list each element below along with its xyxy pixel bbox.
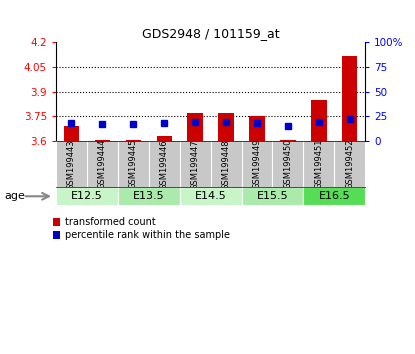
Bar	[218, 113, 234, 141]
Text: GSM199449: GSM199449	[252, 139, 261, 189]
Bar	[126, 139, 141, 141]
Bar	[311, 100, 327, 141]
Bar	[56, 187, 118, 205]
Text: age: age	[4, 191, 25, 201]
Text: GSM199448: GSM199448	[222, 139, 231, 189]
Text: E15.5: E15.5	[256, 191, 288, 201]
Bar	[64, 126, 79, 141]
Bar	[249, 116, 265, 141]
Bar	[303, 187, 365, 205]
Bar	[242, 187, 303, 205]
Bar	[188, 113, 203, 141]
Bar	[180, 187, 242, 205]
Text: GSM199447: GSM199447	[190, 139, 200, 189]
Text: GSM199450: GSM199450	[283, 139, 293, 189]
Bar	[342, 56, 357, 141]
Text: E13.5: E13.5	[133, 191, 165, 201]
Bar	[118, 187, 180, 205]
Title: GDS2948 / 101159_at: GDS2948 / 101159_at	[142, 27, 279, 40]
Bar	[156, 136, 172, 141]
Text: GSM199443: GSM199443	[67, 139, 76, 189]
Legend: transformed count, percentile rank within the sample: transformed count, percentile rank withi…	[53, 217, 230, 240]
Text: GSM199446: GSM199446	[160, 139, 169, 189]
Text: E14.5: E14.5	[195, 191, 227, 201]
Text: GSM199452: GSM199452	[345, 139, 354, 189]
Text: GSM199445: GSM199445	[129, 139, 138, 189]
Text: GSM199444: GSM199444	[98, 139, 107, 189]
Text: GSM199451: GSM199451	[314, 139, 323, 189]
Text: E12.5: E12.5	[71, 191, 103, 201]
Bar	[280, 139, 295, 141]
Text: E16.5: E16.5	[318, 191, 350, 201]
Bar	[95, 139, 110, 141]
